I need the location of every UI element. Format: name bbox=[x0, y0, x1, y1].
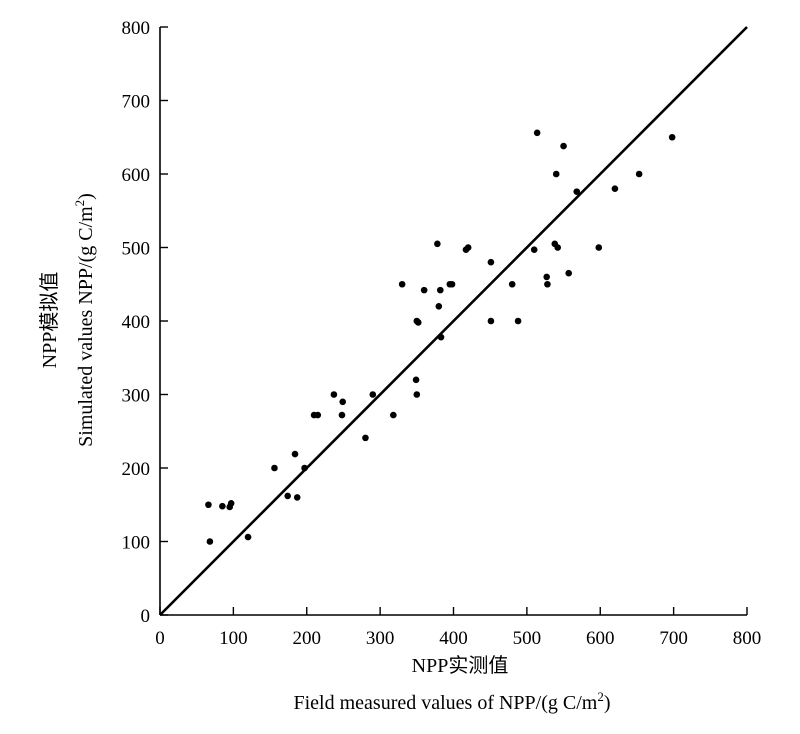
data-point-2 bbox=[219, 502, 226, 510]
x-tick-label-5: 500 bbox=[513, 628, 542, 649]
data-point-36 bbox=[514, 317, 522, 325]
x-tick-label-7: 700 bbox=[659, 628, 688, 649]
x-axis-title-en: Field measured values of NPP/(g C/m2) bbox=[293, 689, 610, 714]
x-tick-label-0: 0 bbox=[155, 628, 165, 649]
data-point-39 bbox=[543, 273, 550, 281]
data-point-9 bbox=[293, 494, 301, 501]
data-point-47 bbox=[595, 244, 603, 251]
data-point-13 bbox=[330, 391, 338, 398]
data-point-40 bbox=[544, 280, 551, 288]
data-point-34 bbox=[487, 258, 495, 266]
tick-labels: 0 100 200 300 400 500 600 700 800 0 100 200 300 400 50… bbox=[122, 18, 762, 649]
data-points bbox=[205, 129, 676, 545]
data-point-19 bbox=[398, 280, 406, 288]
x-tick-label-6: 600 bbox=[586, 628, 615, 649]
data-point-50 bbox=[668, 133, 676, 141]
y-tick-label-4: 400 bbox=[122, 312, 151, 333]
data-point-33 bbox=[487, 317, 495, 325]
data-point-1 bbox=[206, 538, 214, 545]
data-point-23 bbox=[414, 319, 422, 326]
data-point-48 bbox=[611, 185, 619, 192]
data-point-15 bbox=[339, 398, 347, 406]
data-point-0 bbox=[205, 501, 212, 509]
data-point-45 bbox=[565, 269, 572, 277]
data-point-21 bbox=[413, 391, 421, 398]
y-tick-label-6: 600 bbox=[122, 165, 151, 186]
y-axis-title-en-text: Simulated values NPP/(g C/m bbox=[75, 206, 97, 447]
data-point-20 bbox=[412, 376, 420, 384]
y-axis-unit-close: ) bbox=[75, 193, 97, 200]
data-point-16 bbox=[362, 434, 369, 442]
data-point-44 bbox=[560, 142, 567, 150]
x-tick-label-4: 400 bbox=[439, 628, 468, 649]
data-point-12 bbox=[314, 411, 322, 419]
data-point-28 bbox=[437, 333, 445, 341]
data-point-42 bbox=[552, 170, 560, 178]
y-tick-label-3: 300 bbox=[122, 386, 151, 407]
data-point-8 bbox=[291, 450, 299, 458]
data-point-30 bbox=[448, 280, 456, 288]
y-tick-label-0: 0 bbox=[141, 606, 151, 627]
y-tick-label-5: 500 bbox=[122, 239, 151, 260]
data-point-32 bbox=[464, 244, 472, 251]
x-tick-label-3: 300 bbox=[366, 628, 395, 649]
y-tick-label-1: 100 bbox=[122, 533, 151, 554]
x-axis-title-cn: NPP实测值 bbox=[412, 654, 509, 677]
y-tick-label-8: 800 bbox=[122, 18, 151, 39]
data-point-10 bbox=[301, 464, 308, 472]
y-axis-unit-superscript: 2 bbox=[72, 200, 87, 207]
x-axis-unit-superscript: 2 bbox=[597, 689, 604, 704]
data-point-26 bbox=[435, 303, 443, 310]
data-point-46 bbox=[573, 188, 581, 195]
data-point-24 bbox=[420, 286, 428, 294]
one-to-one-line bbox=[159, 26, 748, 616]
data-point-37 bbox=[530, 246, 538, 254]
x-axis-title-en-text: Field measured values of NPP/(g C/m bbox=[293, 692, 597, 714]
data-point-18 bbox=[390, 411, 397, 419]
data-point-35 bbox=[508, 280, 516, 288]
x-axis-unit-close: ) bbox=[604, 692, 611, 714]
data-point-5 bbox=[244, 533, 252, 541]
x-tick-label-1: 100 bbox=[219, 628, 248, 649]
y-axis-title-cn: NPP模拟值 bbox=[38, 272, 61, 369]
y-tick-label-2: 200 bbox=[122, 459, 151, 480]
y-tick-label-7: 700 bbox=[122, 92, 151, 113]
data-point-4 bbox=[227, 499, 235, 507]
data-point-27 bbox=[436, 286, 444, 294]
data-point-6 bbox=[271, 464, 278, 472]
x-tick-label-2: 200 bbox=[293, 628, 322, 649]
data-point-25 bbox=[434, 240, 441, 248]
data-point-7 bbox=[284, 492, 291, 500]
data-point-38 bbox=[533, 129, 541, 137]
data-point-49 bbox=[635, 170, 643, 178]
data-point-14 bbox=[338, 411, 346, 419]
data-point-43 bbox=[554, 244, 561, 251]
x-tick-label-8: 800 bbox=[733, 628, 762, 649]
data-point-17 bbox=[369, 391, 377, 398]
y-axis-title-en: Simulated values NPP/(g C/m2) bbox=[72, 193, 97, 447]
